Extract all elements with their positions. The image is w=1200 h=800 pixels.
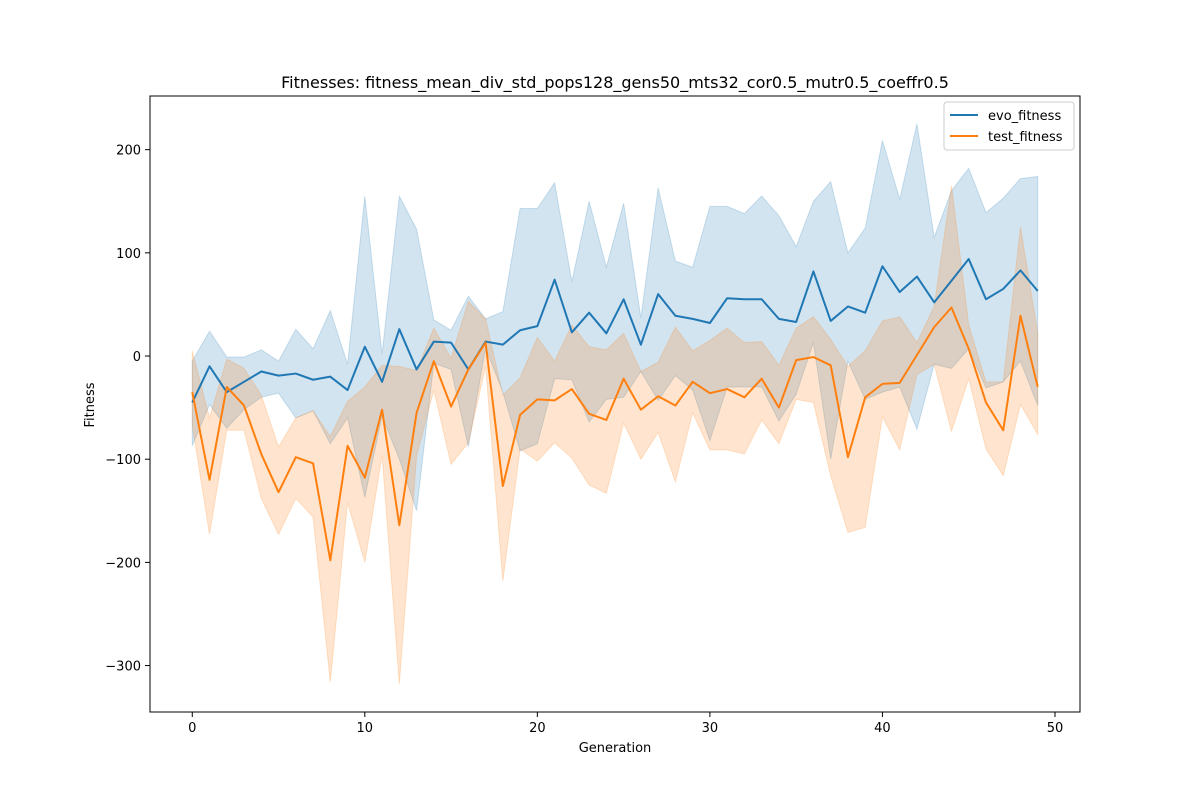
evo_fitness-legend-label: evo_fitness bbox=[988, 109, 1061, 124]
y-axis-label: Fitness bbox=[83, 382, 98, 427]
legend: evo_fitness test_fitness bbox=[943, 101, 1075, 151]
y-tick-label: 100 bbox=[116, 247, 141, 262]
y-axis: −300 −200 −100 0 100 200 bbox=[105, 144, 150, 675]
evo_fitness-line bbox=[191, 258, 1039, 403]
x-axis: 0 10 20 30 40 50 bbox=[188, 712, 1063, 736]
y-tick-label: 200 bbox=[116, 144, 141, 159]
x-tick-label: 20 bbox=[529, 721, 546, 736]
y-tick-label: −300 bbox=[105, 660, 141, 675]
x-tick-label: 0 bbox=[188, 721, 196, 736]
test_fitness-band bbox=[191, 185, 1039, 685]
y-tick-label: 0 bbox=[133, 350, 141, 365]
y-tick-label: −200 bbox=[105, 556, 141, 571]
plot-frame bbox=[149, 95, 1081, 713]
x-axis-label: Generation bbox=[579, 741, 652, 756]
confidence-bands bbox=[191, 123, 1039, 685]
x-tick-label: 10 bbox=[357, 721, 374, 736]
test_fitness-line bbox=[191, 306, 1039, 562]
series-lines bbox=[191, 258, 1039, 562]
x-tick-label: 30 bbox=[702, 721, 719, 736]
x-tick-label: 40 bbox=[874, 721, 891, 736]
y-tick-label: −100 bbox=[105, 453, 141, 468]
chart-title: Fitnesses: fitness_mean_div_std_pops128_… bbox=[281, 73, 949, 93]
test_fitness-legend-label: test_fitness bbox=[988, 130, 1063, 145]
x-tick-label: 50 bbox=[1047, 721, 1064, 736]
